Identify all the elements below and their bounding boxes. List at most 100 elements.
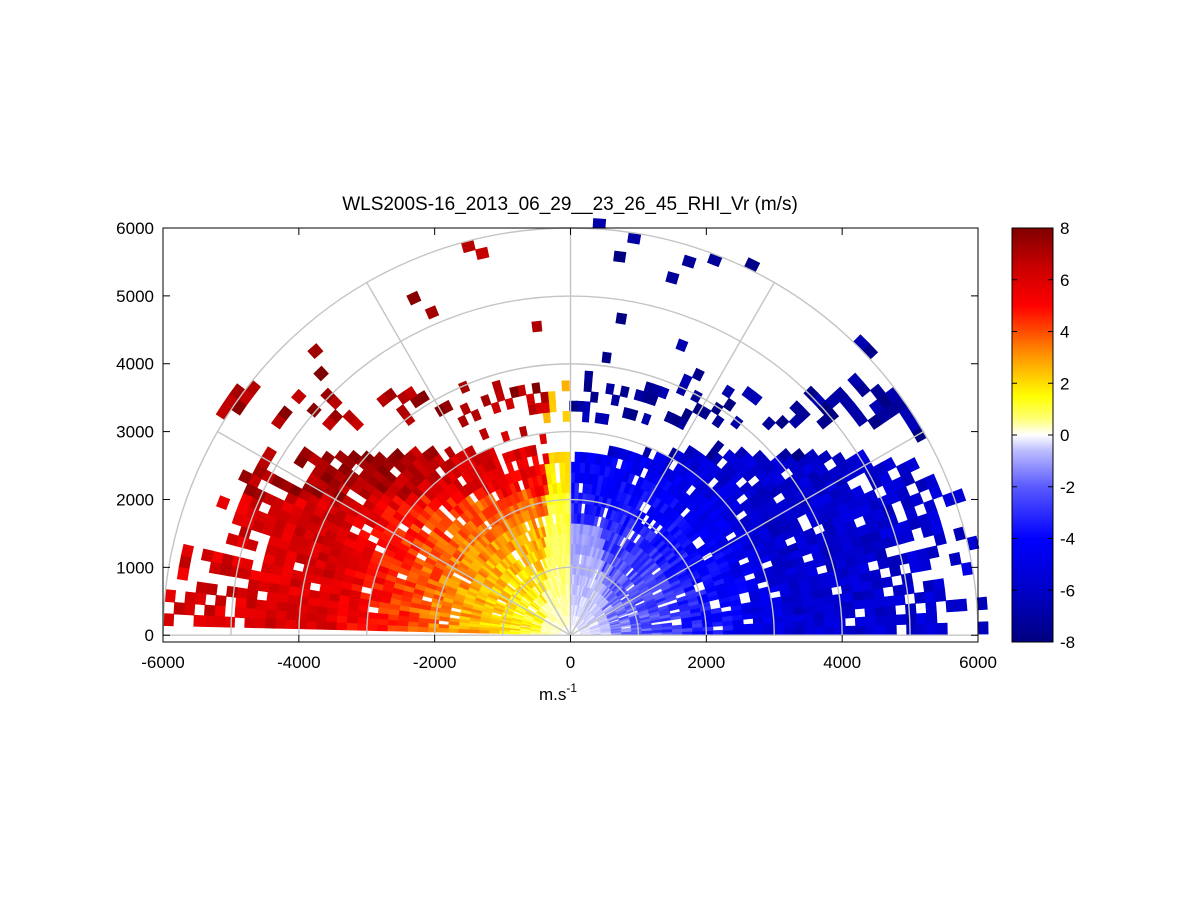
velocity-cell: [977, 621, 989, 635]
velocity-cell: [275, 610, 287, 621]
velocity-cell: [555, 513, 561, 525]
velocity-cell: [629, 531, 639, 543]
velocity-cell: [831, 451, 847, 467]
velocity-cell: [376, 392, 391, 408]
velocity-cell: [885, 614, 897, 626]
velocity-cell: [874, 605, 887, 617]
velocity-cell: [864, 606, 876, 618]
velocity-cell: [733, 629, 745, 636]
velocity-cell: [290, 388, 307, 405]
velocity-cell: [761, 416, 776, 431]
velocity-cell: [491, 379, 503, 393]
velocity-cell: [817, 449, 833, 465]
velocity-cell: [306, 605, 318, 615]
velocity-cell: [863, 597, 876, 609]
colorbar-tick-label: 6: [1060, 271, 1069, 290]
velocity-cell: [615, 312, 628, 325]
velocity-cell: [619, 385, 630, 398]
velocity-cell: [417, 626, 429, 633]
plot-axes: -6000 -4000 -2000 0 2000 4000 6000 0 1000 2000 300…: [116, 218, 997, 672]
velocity-cell: [519, 632, 531, 635]
velocity-cell: [575, 400, 584, 412]
velocity-cell: [284, 619, 297, 630]
velocity-cell: [564, 482, 571, 494]
velocity-cell: [824, 618, 836, 628]
velocity-cell: [247, 579, 260, 591]
velocity-cell: [293, 454, 309, 469]
velocity-cell: [574, 451, 581, 463]
velocity-cell: [712, 629, 724, 636]
velocity-cell: [257, 580, 270, 593]
velocity-cell: [235, 597, 247, 609]
velocity-cell: [605, 382, 615, 395]
velocity-cell: [925, 601, 937, 614]
velocity-cell: [386, 625, 398, 632]
velocity-cell: [601, 351, 612, 364]
velocity-cell: [313, 365, 329, 382]
velocity-cell: [675, 338, 689, 353]
velocity-cell: [721, 610, 733, 618]
velocity-cell: [740, 601, 753, 610]
velocity-cell: [458, 628, 470, 634]
velocity-cell: [814, 619, 826, 628]
velocity-cell: [789, 400, 805, 416]
velocity-cell: [853, 599, 866, 610]
velocity-cell: [564, 471, 571, 483]
velocity-cell: [397, 625, 409, 632]
velocity-cell: [589, 391, 599, 403]
velocity-cell: [216, 495, 231, 510]
velocity-cell: [711, 414, 725, 429]
velocity-cell: [732, 624, 744, 631]
velocity-cell: [880, 576, 894, 589]
x-tick-label: -2000: [413, 653, 456, 672]
velocity-cell: [286, 594, 299, 605]
velocity-cell: [948, 551, 962, 567]
velocity-cell: [883, 595, 896, 607]
velocity-cell: [752, 449, 766, 464]
velocity-cell: [561, 380, 570, 392]
velocity-cell: [346, 616, 358, 625]
velocity-cell: [722, 449, 736, 463]
y-tick-label: 0: [145, 626, 154, 645]
velocity-cell: [844, 608, 856, 619]
velocity-cell: [643, 381, 655, 395]
velocity-cell: [325, 614, 338, 624]
colorbar-tick-label: 0: [1060, 426, 1069, 445]
chart-title: WLS200S-16_2013_06_29__23_26_45_RHI_Vr (…: [342, 194, 798, 215]
velocity-cell: [542, 453, 550, 465]
velocity-cell: [321, 416, 337, 431]
velocity-cell: [548, 401, 557, 413]
velocity-cell: [287, 586, 300, 597]
velocity-cell: [274, 619, 287, 629]
velocity-cell: [847, 372, 864, 389]
velocity-cell: [833, 601, 845, 612]
velocity-cell: [582, 482, 589, 494]
velocity-cell: [823, 610, 836, 620]
velocity-cell: [680, 373, 693, 387]
velocity-cell: [478, 427, 490, 441]
velocity-cell: [305, 620, 317, 630]
velocity-cell: [537, 516, 545, 528]
velocity-cell: [572, 522, 578, 534]
velocity-cell: [651, 623, 663, 629]
polar-grid: [162, 227, 979, 636]
x-tick-label: 0: [566, 653, 575, 672]
velocity-cell: [683, 444, 696, 458]
velocity-cell: [865, 625, 877, 635]
velocity-cell: [246, 588, 259, 601]
velocity-cell: [763, 622, 775, 630]
velocity-cell: [722, 629, 734, 636]
velocity-cell: [850, 485, 865, 499]
velocity-cell: [387, 619, 399, 627]
velocity-cell: [547, 391, 556, 403]
velocity-cell: [579, 462, 586, 474]
velocity-cell: [832, 593, 844, 604]
velocity-cell: [804, 448, 819, 463]
velocity-cell: [316, 606, 328, 616]
velocity-cell: [562, 410, 570, 422]
velocity-cell: [223, 616, 236, 628]
velocity-cell: [542, 411, 551, 424]
velocity-cell: [490, 401, 502, 415]
velocity-cell: [574, 472, 580, 484]
velocity-cell: [395, 404, 410, 419]
